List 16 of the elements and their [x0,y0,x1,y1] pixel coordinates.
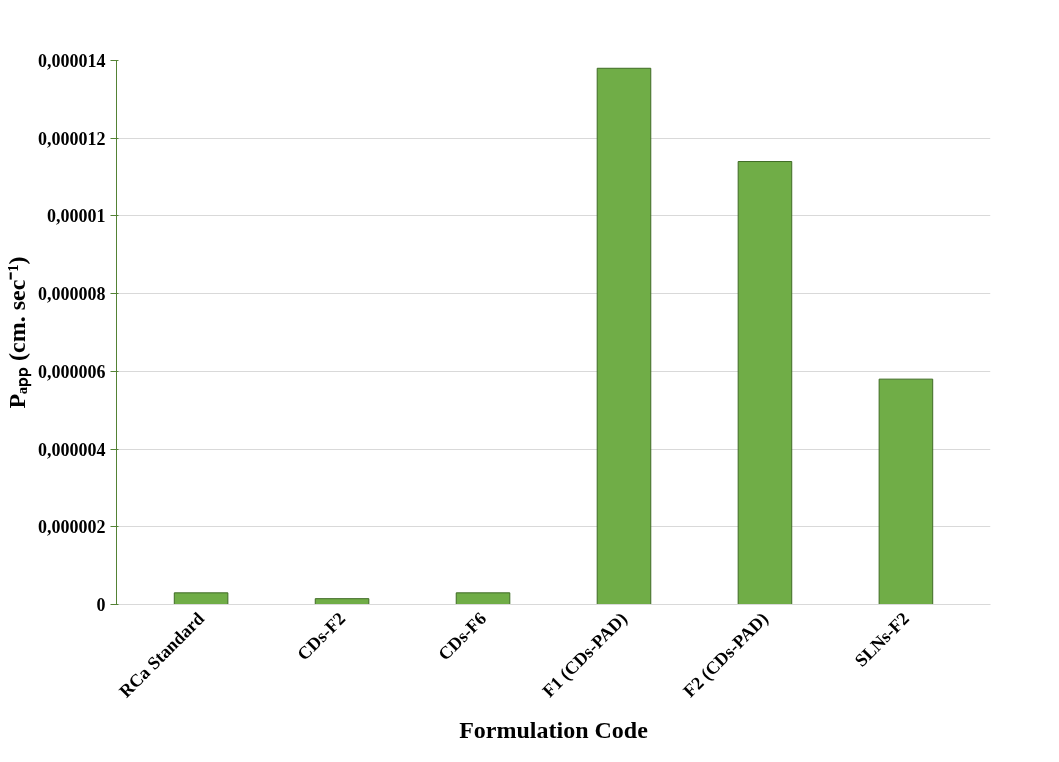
bar [737,161,793,605]
bar [596,67,652,605]
bar [455,592,511,605]
y-tick-label: 0,00001 [47,206,106,227]
y-tick-label: 0 [96,595,106,615]
y-tick-label: 0,000014 [38,51,106,71]
x-axis-title: Formulation Code [459,716,649,743]
y-tick-label: 0,000002 [38,517,106,538]
y-tick-label: 0,000004 [38,439,106,460]
bar [314,598,370,605]
y-tick-label: 0,000012 [38,128,106,149]
bar [878,378,934,605]
y-tick-label: 0,000008 [38,284,106,305]
bar [173,592,229,605]
y-axis-title: Pₐₚₚ (cm. sec⁻¹) [4,256,32,409]
y-tick-label: 0,000006 [38,361,106,382]
